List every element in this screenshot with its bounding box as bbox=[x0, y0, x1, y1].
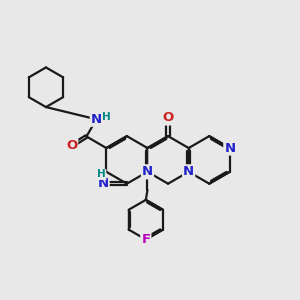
Text: O: O bbox=[162, 112, 174, 124]
Text: N: N bbox=[224, 142, 236, 154]
Text: O: O bbox=[66, 139, 77, 152]
Text: N: N bbox=[98, 177, 109, 190]
Text: H: H bbox=[102, 112, 111, 122]
Text: N: N bbox=[91, 113, 102, 126]
Text: N: N bbox=[142, 165, 153, 178]
Text: F: F bbox=[141, 233, 150, 246]
Text: H: H bbox=[97, 169, 106, 179]
Text: N: N bbox=[183, 165, 194, 178]
